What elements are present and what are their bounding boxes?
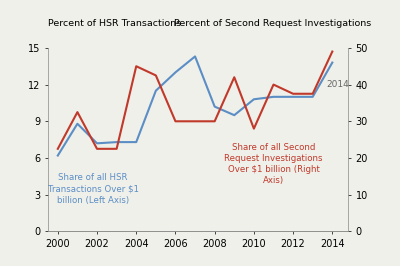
Text: Share of all HSR
Transactions Over $1
billion (Left Axis): Share of all HSR Transactions Over $1 bi…: [48, 173, 138, 205]
Text: Percent of HSR Transactions: Percent of HSR Transactions: [48, 19, 181, 28]
Text: Percent of Second Request Investigations: Percent of Second Request Investigations: [174, 19, 371, 28]
Text: Share of all Second
Request Investigations
Over $1 billion (Right
Axis): Share of all Second Request Investigatio…: [224, 143, 323, 185]
Text: 2014: 2014: [326, 80, 349, 89]
